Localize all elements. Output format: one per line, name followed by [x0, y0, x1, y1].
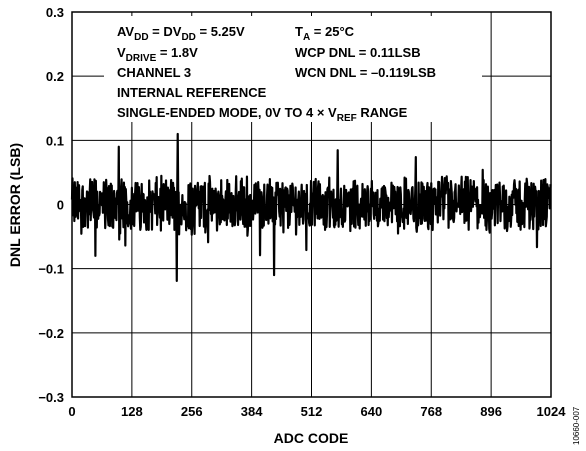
- y-tick-label: 0.1: [46, 133, 64, 148]
- x-tick-label: 0: [68, 404, 75, 419]
- annotation-line-4: INTERNAL REFERENCE: [117, 85, 267, 100]
- annotation-line-3a: CHANNEL 3: [117, 65, 191, 80]
- dnl-trace: [70, 132, 552, 282]
- x-tick-label: 640: [361, 404, 383, 419]
- x-tick-labels: 0 128 256 384 512 640 768 896 1024: [68, 404, 566, 419]
- x-tick-label: 1024: [537, 404, 567, 419]
- annotation-line-1a: AVDD = DVDD = 5.25V: [117, 24, 245, 43]
- plot-frame: [71, 11, 552, 398]
- x-tick-label: 512: [301, 404, 323, 419]
- y-tick-label: −0.1: [38, 262, 64, 277]
- y-tick-label: 0: [57, 198, 64, 213]
- y-axis-label: DNL ERROR (LSB): [7, 143, 23, 267]
- x-tick-label: 384: [241, 404, 263, 419]
- y-tick-label: 0.2: [46, 69, 64, 84]
- y-tick-label: −0.2: [38, 326, 64, 341]
- annotation-line-3b: WCN DNL = –0.119LSB: [295, 65, 436, 80]
- x-tick-label: 768: [420, 404, 442, 419]
- x-tick-label: 256: [181, 404, 203, 419]
- annotation-block: AVDD = DVDD = 5.25V TA = 25°C VDRIVE = 1…: [117, 24, 436, 124]
- y-tick-label: −0.3: [38, 390, 64, 405]
- x-tick-label: 896: [480, 404, 502, 419]
- x-tick-label: 128: [121, 404, 143, 419]
- y-tick-labels: 0.3 0.2 0.1 0 −0.1 −0.2 −0.3: [38, 5, 64, 405]
- x-axis-label: ADC CODE: [274, 430, 349, 446]
- annotation-line-1b: TA = 25°C: [295, 24, 355, 43]
- y-tick-label: 0.3: [46, 5, 64, 20]
- figure-id: 10660-007: [572, 406, 581, 445]
- annotation-line-2a: VDRIVE = 1.8V: [117, 45, 198, 64]
- dnl-series: [70, 132, 552, 282]
- annotation-line-2b: WCP DNL = 0.11LSB: [295, 45, 421, 60]
- annotation-line-5: SINGLE-ENDED MODE, 0V TO 4 × VREF RANGE: [117, 105, 408, 124]
- annotation-background: [104, 16, 482, 122]
